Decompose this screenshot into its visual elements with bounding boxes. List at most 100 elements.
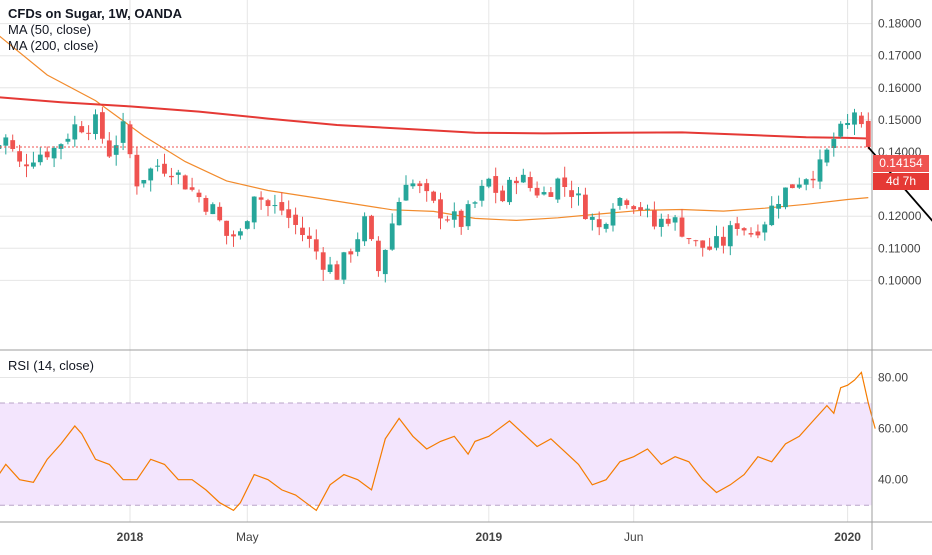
candle-body — [286, 209, 292, 218]
candle-body — [534, 187, 540, 196]
candle-body — [162, 163, 167, 174]
price-tick-label: 0.18000 — [878, 17, 922, 31]
candle-body — [141, 180, 147, 184]
candle-body — [175, 172, 181, 175]
rsi-tick-label: 40.00 — [878, 473, 908, 487]
last-price-tag: 0.14154 — [873, 155, 929, 172]
candle-body — [258, 197, 264, 200]
candle-body — [776, 203, 781, 209]
candle-body — [238, 231, 243, 236]
candle-body — [631, 206, 637, 210]
candle-body — [410, 183, 416, 187]
chart-title: CFDs on Sugar, 1W, OANDA — [8, 6, 183, 21]
candle-body — [520, 174, 526, 183]
candle-body — [376, 240, 381, 272]
candle-body — [596, 219, 602, 228]
candle-body — [431, 191, 436, 201]
candle-body — [382, 249, 388, 275]
candle-body — [617, 198, 623, 206]
candle-body — [603, 223, 609, 229]
candle-body — [272, 205, 278, 207]
candle-body — [693, 240, 699, 242]
candle-body — [645, 208, 650, 210]
candle-body — [224, 220, 229, 236]
candle-body — [217, 206, 223, 221]
candle-body — [583, 194, 588, 220]
time-tick-label: Jun — [624, 530, 643, 544]
candle-body — [569, 190, 574, 197]
candle-body — [155, 165, 160, 167]
main-legend: CFDs on Sugar, 1W, OANDA MA (50, close) … — [8, 6, 182, 54]
price-tick-label: 0.15000 — [878, 113, 922, 127]
ma50-legend-label: MA (50, close) — [8, 22, 92, 37]
candle-body — [120, 121, 126, 143]
candle-body — [796, 184, 802, 188]
rsi-tick-label: 60.00 — [878, 422, 908, 436]
price-tick-label: 0.10000 — [878, 273, 922, 287]
candle-body — [72, 124, 78, 140]
candle-body — [106, 140, 112, 157]
candle-body — [231, 234, 236, 237]
candle-body — [37, 154, 43, 163]
candle-body — [362, 216, 367, 242]
candle-body — [265, 200, 271, 207]
candle-body — [472, 202, 478, 204]
rsi-title: RSI (14, close) — [8, 358, 94, 373]
candle-body — [672, 217, 678, 223]
price-tick-label: 0.16000 — [878, 81, 922, 95]
candle-body — [169, 175, 174, 178]
candle-body — [251, 196, 257, 223]
candle-body — [424, 183, 430, 192]
candle-body — [210, 204, 216, 215]
rsi-line — [0, 371, 876, 512]
candle-body — [79, 126, 85, 133]
candle-body — [203, 197, 209, 212]
candle-body — [852, 112, 857, 125]
candle-body — [562, 177, 568, 188]
rsi-band — [0, 403, 872, 506]
candle-body — [445, 219, 450, 221]
candle-body — [182, 175, 188, 190]
candle-body — [196, 192, 202, 198]
candle-body — [741, 228, 747, 231]
candle-body — [327, 264, 333, 272]
candle-body — [320, 252, 326, 270]
candle-body — [148, 168, 154, 181]
price-tick-label: 0.11000 — [878, 241, 921, 255]
candle-body — [527, 177, 533, 189]
candle-body — [100, 112, 105, 139]
candle-body — [3, 137, 9, 146]
time-tick-label: May — [236, 530, 259, 544]
candle-body — [451, 211, 457, 220]
candle-body — [113, 145, 119, 155]
candle-body — [31, 162, 36, 167]
candle-body — [748, 233, 754, 235]
ma200-line — [0, 96, 869, 140]
candle-body — [396, 201, 402, 226]
candle-body — [17, 151, 22, 162]
candle-body — [824, 149, 830, 163]
candle-body — [479, 185, 485, 201]
candle-body — [307, 235, 312, 239]
candle-body — [10, 140, 16, 149]
candle-body — [369, 215, 374, 240]
candle-body — [589, 216, 595, 220]
time-tick-label: 2019 — [475, 530, 502, 544]
candle-body — [686, 238, 692, 240]
ma200-legend-label: MA (200, close) — [8, 38, 99, 53]
candle-body — [658, 218, 664, 227]
candle-body — [838, 123, 844, 137]
candle-body — [652, 210, 657, 227]
candle-body — [817, 159, 823, 182]
candle-body — [541, 192, 547, 195]
candle-body — [679, 217, 685, 237]
candle-body — [638, 207, 643, 211]
candle-body — [341, 252, 347, 280]
time-tick-label: 2018 — [117, 530, 144, 544]
candle-body — [707, 246, 712, 250]
candle-body — [355, 239, 361, 252]
rsi-legend: RSI (14, close) — [8, 358, 94, 374]
candle-body — [134, 154, 140, 187]
candle-body — [458, 210, 464, 227]
